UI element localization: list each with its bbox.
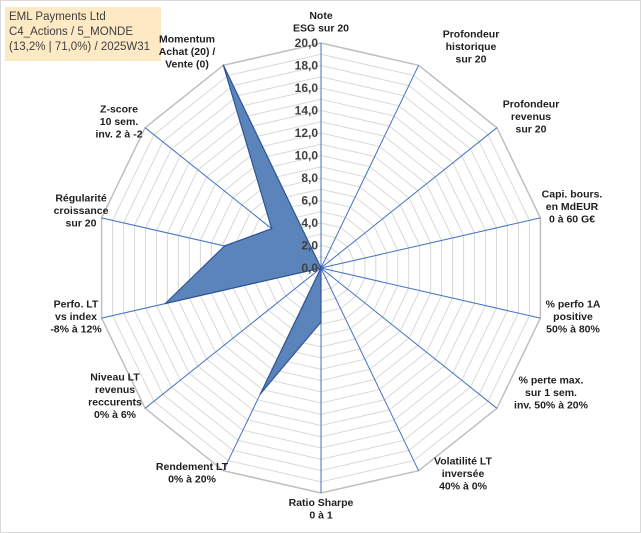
axis-label-line: reccurents bbox=[88, 396, 142, 408]
axis-label-line: Volatilité LT bbox=[434, 456, 493, 468]
axis-label-line: Perfo. LT bbox=[54, 299, 99, 311]
radar-spoke bbox=[320, 217, 541, 269]
axis-label-line: vs index bbox=[55, 311, 97, 323]
radar-spoke bbox=[320, 127, 498, 269]
axis-label: % perte max. sur 1 sem. inv. 50% à 20% bbox=[514, 375, 589, 412]
radar-spoke bbox=[320, 267, 541, 319]
axis-label-line: Rendement LT bbox=[156, 461, 229, 473]
tick-label: 6,0 bbox=[301, 194, 318, 208]
tick-label: 0,0 bbox=[301, 261, 318, 275]
axis-label-line: sur 1 sem. bbox=[525, 387, 577, 399]
axis-label-line: 10 sem. bbox=[100, 116, 139, 128]
tick-label: 20,0 bbox=[295, 36, 319, 50]
tick-label: 18,0 bbox=[295, 59, 319, 73]
axis-label-line: revenus bbox=[95, 384, 135, 396]
radar-spoke bbox=[320, 267, 420, 471]
tick-label: 8,0 bbox=[301, 171, 318, 185]
axis-label-line: Profondeur bbox=[503, 99, 560, 111]
axis-label: Ratio Sharpe 0 à 1 bbox=[289, 497, 354, 522]
axis-label-line: revenus bbox=[511, 111, 551, 123]
axis-label-line: Achat (20) / bbox=[159, 46, 216, 58]
axis-label-line: sur 20 bbox=[516, 124, 547, 136]
series-point bbox=[222, 64, 225, 67]
series-point bbox=[270, 227, 273, 230]
axis-label: % perfo 1A positive 50% à 80% bbox=[546, 299, 601, 336]
radar-spoke bbox=[320, 267, 498, 409]
radar-spoke bbox=[144, 267, 322, 409]
axis-label-line: en MdEUR bbox=[546, 201, 599, 213]
axis-label-line: inversée bbox=[442, 468, 485, 480]
axis-label-line: inv. 2 à -2 bbox=[95, 129, 142, 141]
axis-label: Régularité croissance sur 20 bbox=[54, 193, 109, 230]
series-point bbox=[164, 302, 167, 305]
axis-label: Niveau LT revenus reccurents 0% à 6% bbox=[88, 371, 142, 421]
title-stats: (13,2% | 71,0%) / 2025W31 bbox=[9, 41, 151, 53]
series-point bbox=[320, 267, 322, 269]
axis-label-line: Ratio Sharpe bbox=[289, 497, 354, 509]
tick-label: 10,0 bbox=[295, 149, 319, 163]
axis-label-line: historique bbox=[446, 41, 497, 53]
radar-series bbox=[164, 64, 322, 395]
axis-label-line: Note bbox=[309, 10, 332, 22]
axis-label-line: inv. 50% à 20% bbox=[514, 400, 589, 412]
axis-label: Profondeur revenus sur 20 bbox=[503, 99, 560, 136]
series-point bbox=[259, 392, 262, 395]
title-category: C4_Actions / 5_MONDE bbox=[9, 26, 133, 38]
axis-label-line: 40% à 0% bbox=[439, 481, 488, 493]
axis-label: Volatilité LT inversée 40% à 0% bbox=[434, 456, 493, 493]
axis-label-line: 0% à 20% bbox=[168, 473, 217, 485]
axis-label-line: 50% à 80% bbox=[546, 324, 600, 336]
axis-label: Capi. bours. en MdEUR 0 à 60 G€ bbox=[542, 189, 603, 226]
axis-label-line: Momentum bbox=[159, 34, 215, 46]
axis-label: Profondeur historique sur 20 bbox=[443, 29, 500, 66]
series-point bbox=[223, 245, 226, 247]
axis-label: Perfo. LT vs index -8% à 12% bbox=[50, 299, 102, 336]
title-company: EML Payments Ltd bbox=[9, 11, 106, 23]
axis-label-line: Capi. bours. bbox=[542, 189, 603, 201]
axis-label-line: ESG sur 20 bbox=[293, 22, 349, 34]
axis-label-line: croissance bbox=[54, 205, 109, 217]
axis-label-line: -8% à 12% bbox=[50, 324, 102, 336]
tick-label: 14,0 bbox=[295, 104, 319, 118]
axis-label-line: Profondeur bbox=[443, 29, 500, 41]
axis-label: Note ESG sur 20 bbox=[293, 10, 349, 35]
axis-label-line: % perte max. bbox=[519, 375, 584, 387]
axis-label: Rendement LT 0% à 20% bbox=[156, 461, 229, 486]
radar-spoke bbox=[320, 65, 420, 269]
tick-label: 2,0 bbox=[301, 239, 318, 253]
axis-label: Momentum Achat (20) / Vente (0) bbox=[159, 34, 216, 71]
tick-label: 16,0 bbox=[295, 81, 319, 95]
axis-label-line: 0 à 1 bbox=[309, 509, 333, 521]
axis-label-line: Z-score bbox=[100, 104, 138, 116]
axis-label-line: Vente (0) bbox=[165, 59, 209, 71]
axis-label-line: Niveau LT bbox=[90, 371, 140, 383]
axis-label-line: sur 20 bbox=[66, 218, 97, 230]
axis-label-line: 0% à 6% bbox=[94, 409, 137, 421]
axis-label-line: sur 20 bbox=[456, 54, 487, 66]
tick-label: 4,0 bbox=[301, 216, 318, 230]
axis-label-line: 0 à 60 G€ bbox=[549, 214, 595, 226]
radar-tick-labels: 0,0 2,0 4,0 6,0 8,0 10,0 12,0 14,0 16,0 18,0 20,0 bbox=[295, 36, 319, 275]
axis-label-line: positive bbox=[553, 311, 593, 323]
tick-label: 12,0 bbox=[295, 126, 319, 140]
series-point bbox=[320, 321, 322, 323]
axis-label: Z-score 10 sem. inv. 2 à -2 bbox=[95, 104, 142, 141]
chart-title-box: EML Payments Ltd C4_Actions / 5_MONDE (1… bbox=[5, 7, 161, 61]
axis-label-line: % perfo 1A bbox=[546, 299, 601, 311]
axis-label-line: Régularité bbox=[55, 193, 107, 205]
